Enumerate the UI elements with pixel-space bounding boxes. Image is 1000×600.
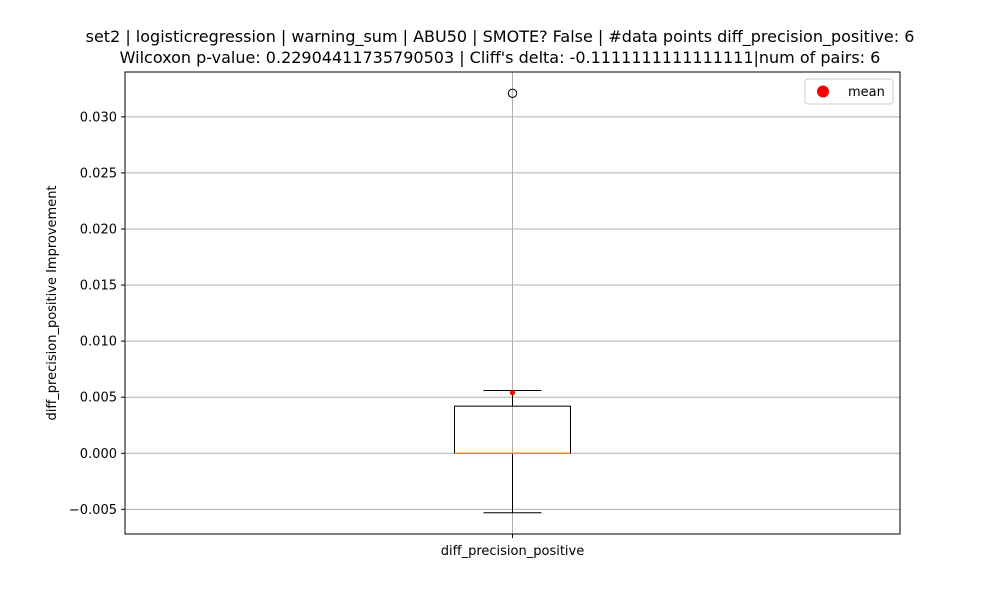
y-tick-label: 0.010: [80, 335, 117, 350]
mean-marker: [509, 390, 516, 396]
plot-area-frame: [124, 71, 901, 535]
y-tick-label: 0.025: [80, 166, 117, 181]
chart-title: set2 | logisticregression | warning_sum …: [85, 27, 915, 46]
chart-subtitle: Wilcoxon p-value: 0.22904411735790503 | …: [119, 48, 881, 67]
x-axis-ticks: diff_precision_positive: [441, 534, 584, 559]
box-group: [454, 88, 571, 514]
y-tick-label: 0.000: [80, 447, 117, 462]
legend-frame: [804, 78, 894, 105]
y-axis-label: diff_precision_positive Improvement: [45, 185, 60, 420]
y-tick-label: 0.020: [80, 222, 117, 237]
y-axis-ticks: −0.005 0.000 0.005 0.010 0.015 0.020 0.025 0.03…: [69, 110, 125, 518]
y-tick-label: −0.005: [69, 503, 117, 518]
y-tick-label: 0.015: [80, 279, 117, 294]
y-tick-label: 0.005: [80, 391, 117, 406]
legend-mean-marker: [817, 85, 829, 98]
grid-lines: [125, 72, 900, 534]
legend: mean: [804, 78, 894, 105]
legend-mean-label: mean: [848, 85, 885, 100]
outlier-point: [507, 88, 518, 99]
y-tick-label: 0.030: [80, 110, 117, 125]
x-tick-label: diff_precision_positive: [441, 544, 584, 559]
